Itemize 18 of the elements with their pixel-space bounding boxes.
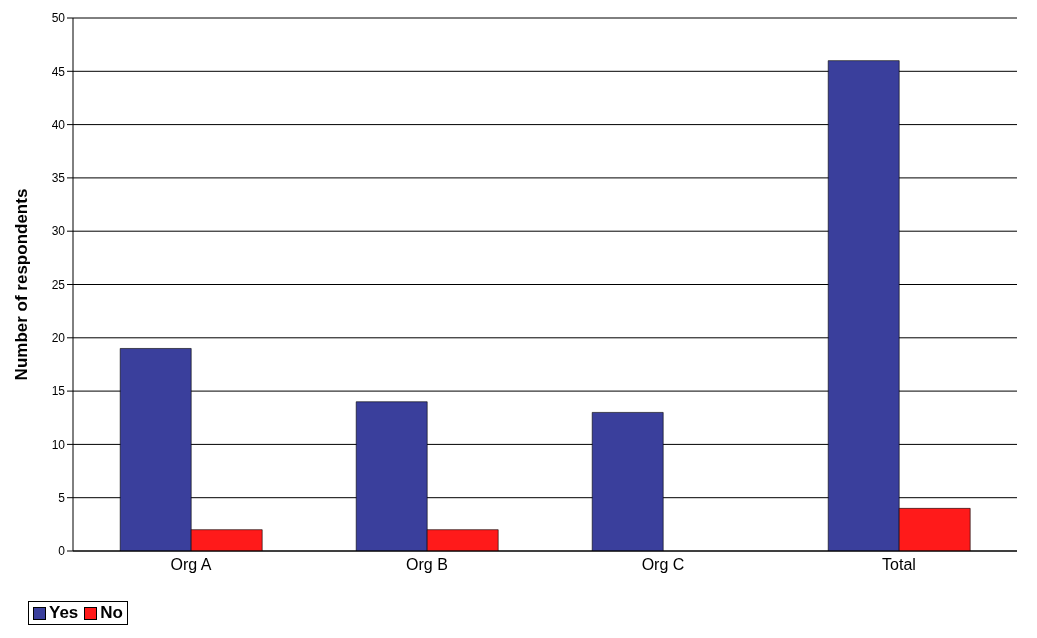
y-tick-label: 45 (51, 64, 66, 79)
y-tick-label: 40 (51, 117, 66, 132)
x-tick-label: Org B (406, 556, 448, 574)
y-tick-label: 30 (51, 224, 66, 239)
y-tick-label: 5 (58, 490, 66, 505)
y-tick-label: 20 (51, 331, 66, 346)
legend-label: Yes (48, 603, 79, 623)
y-tick-label: 50 (51, 11, 66, 26)
y-tick-label: 35 (51, 171, 66, 186)
x-tick-label: Org A (170, 556, 212, 574)
legend-label: No (99, 603, 123, 623)
y-tick-label: 10 (51, 437, 66, 452)
y-tick-label: 25 (51, 277, 66, 292)
x-tick-label: Org C (641, 556, 685, 574)
y-axis-title: Number of respondents (12, 188, 32, 381)
y-tick-label: 15 (51, 384, 66, 399)
y-tick-label: 0 (58, 544, 66, 559)
x-tick-label: Total (882, 556, 916, 574)
